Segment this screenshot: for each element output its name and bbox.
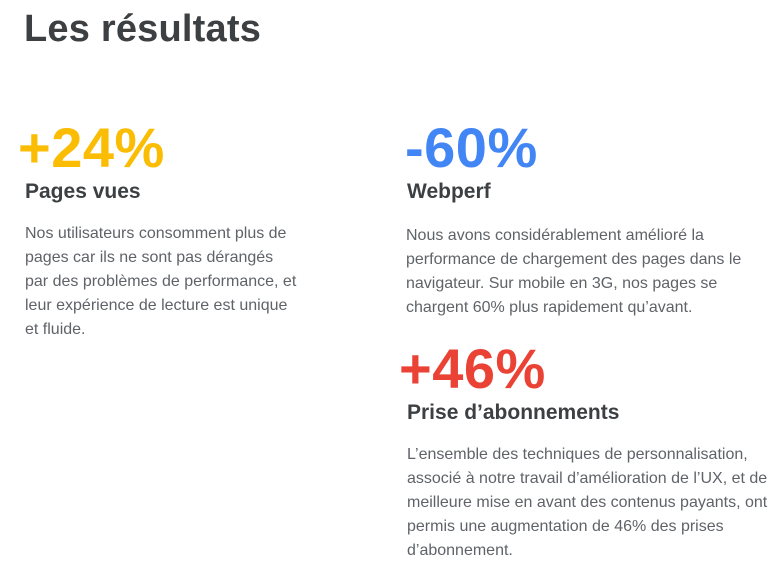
page-title: Les résultats: [24, 8, 262, 50]
stat-label: Prise d’abonnements: [407, 401, 620, 424]
stat-value: +46%: [399, 337, 546, 400]
stat-block-webperf: -60% Webperf Nous avons considérablement…: [405, 118, 775, 320]
stat-label: Pages vues: [25, 180, 141, 203]
stat-description: Nous avons considérablement amélioré la …: [406, 227, 742, 316]
stat-block-page-views: +24% Pages vues Nos utilisateurs consomm…: [18, 118, 298, 342]
stat-description: Nos utilisateurs consomment plus de page…: [25, 225, 297, 338]
stat-block-subscriptions: +46% Prise d’abonnements L’ensemble des …: [399, 339, 777, 563]
stat-description: L’ensemble des techniques de personnalis…: [407, 446, 768, 559]
stat-value: -60%: [405, 116, 538, 179]
stat-label: Webperf: [407, 180, 491, 203]
stat-value: +24%: [18, 116, 165, 179]
